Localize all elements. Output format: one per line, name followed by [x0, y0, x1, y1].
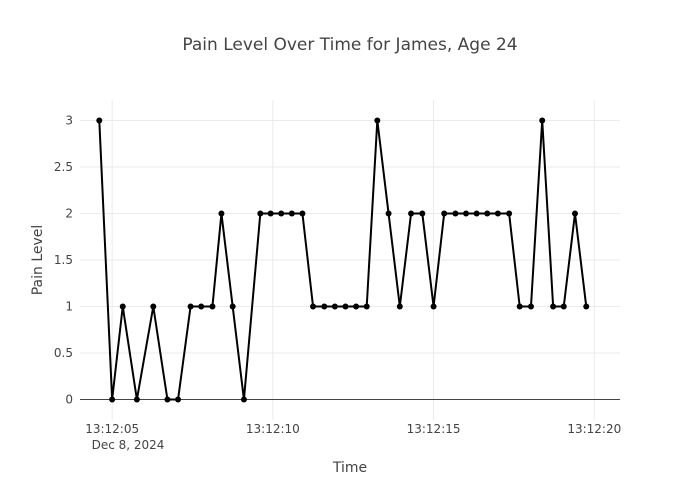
y-axis-title: Pain Level [30, 225, 46, 296]
data-point[interactable] [473, 210, 480, 217]
y-tick-label: 0.5 [54, 346, 73, 360]
data-point[interactable] [257, 210, 264, 217]
data-point[interactable] [494, 210, 501, 217]
x-tick-label: 13:12:15 [407, 422, 461, 436]
y-tick-label: 1 [65, 300, 73, 314]
data-point[interactable] [288, 210, 295, 217]
data-point[interactable] [187, 303, 194, 310]
y-tick-label: 3 [65, 113, 73, 127]
data-point[interactable] [218, 210, 225, 217]
data-point[interactable] [441, 210, 448, 217]
label-layer: 0 0.5 1 1.5 2 2.5 3 13:12:05 13:12:10 13:12:15 13:… [54, 113, 621, 436]
data-point[interactable] [299, 210, 306, 217]
data-point[interactable] [419, 210, 426, 217]
y-tick-label: 1.5 [54, 253, 73, 267]
chart-title: Pain Level Over Time for James, Age 24 [182, 35, 517, 55]
x-axis-date-label: Dec 8, 2024 [92, 438, 165, 452]
y-tick-label: 2.5 [54, 160, 73, 174]
data-point[interactable] [408, 210, 415, 217]
data-point[interactable] [240, 396, 247, 403]
data-point[interactable] [278, 210, 285, 217]
data-point[interactable] [198, 303, 205, 310]
data-point[interactable] [310, 303, 317, 310]
data-point[interactable] [175, 396, 182, 403]
data-point[interactable] [133, 396, 140, 403]
data-point[interactable] [150, 303, 157, 310]
data-point[interactable] [452, 210, 459, 217]
data-point[interactable] [229, 303, 236, 310]
y-tick-label: 2 [65, 206, 73, 220]
data-point[interactable] [463, 210, 470, 217]
data-point[interactable] [363, 303, 370, 310]
data-point[interactable] [539, 117, 546, 124]
data-point[interactable] [267, 210, 274, 217]
x-axis-title: Time [332, 460, 367, 476]
data-point[interactable] [353, 303, 360, 310]
series-layer [96, 117, 590, 403]
x-tick-label: 13:12:05 [85, 422, 139, 436]
data-point[interactable] [331, 303, 338, 310]
data-point[interactable] [164, 396, 171, 403]
data-point[interactable] [109, 396, 116, 403]
x-tick-label: 13:12:20 [567, 422, 621, 436]
data-point[interactable] [484, 210, 491, 217]
data-point[interactable] [516, 303, 523, 310]
data-point[interactable] [374, 117, 381, 124]
data-point[interactable] [527, 303, 534, 310]
data-point[interactable] [342, 303, 349, 310]
data-point[interactable] [550, 303, 557, 310]
data-point[interactable] [583, 303, 590, 310]
data-point[interactable] [560, 303, 567, 310]
data-point[interactable] [209, 303, 216, 310]
y-tick-label: 0 [65, 393, 73, 407]
data-point[interactable] [96, 117, 103, 124]
data-point[interactable] [321, 303, 328, 310]
data-point[interactable] [396, 303, 403, 310]
data-point[interactable] [506, 210, 513, 217]
x-tick-label: 13:12:10 [246, 422, 300, 436]
data-point[interactable] [430, 303, 437, 310]
data-point[interactable] [385, 210, 392, 217]
data-point[interactable] [572, 210, 578, 217]
data-point[interactable] [119, 303, 126, 310]
